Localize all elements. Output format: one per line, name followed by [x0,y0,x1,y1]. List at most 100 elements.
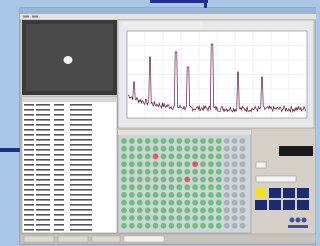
well[interactable] [216,184,222,190]
well[interactable] [121,154,127,160]
well[interactable] [169,177,175,183]
well[interactable] [200,146,206,152]
well[interactable] [240,207,246,213]
well[interactable] [224,154,230,160]
input-field[interactable] [256,162,266,168]
well[interactable] [192,207,198,213]
well[interactable] [169,138,175,144]
well[interactable] [224,161,230,167]
well[interactable] [145,154,151,160]
well[interactable] [137,184,143,190]
well[interactable] [129,184,135,190]
well[interactable] [240,184,246,190]
well[interactable] [232,215,238,221]
well[interactable] [153,177,159,183]
well[interactable] [153,154,159,160]
well[interactable] [176,207,182,213]
well[interactable] [161,169,167,175]
well[interactable] [184,161,190,167]
well[interactable] [137,161,143,167]
well[interactable] [145,192,151,198]
well[interactable] [184,146,190,152]
well[interactable] [121,161,127,167]
well[interactable] [216,177,222,183]
well[interactable] [240,223,246,229]
well[interactable] [153,215,159,221]
well[interactable] [208,215,214,221]
action-button[interactable] [255,188,265,198]
taskbar-button[interactable] [92,236,120,242]
well[interactable] [224,169,230,175]
well[interactable] [208,200,214,206]
well[interactable] [216,192,222,198]
well[interactable] [208,154,214,160]
well[interactable] [216,215,222,221]
well[interactable] [153,138,159,144]
well[interactable] [184,154,190,160]
well[interactable] [137,154,143,160]
well[interactable] [121,169,127,175]
well[interactable] [200,184,206,190]
well[interactable] [161,223,167,229]
well[interactable] [200,177,206,183]
well[interactable] [153,161,159,167]
well[interactable] [121,200,127,206]
well[interactable] [121,138,127,144]
well[interactable] [208,223,214,229]
input-field[interactable] [256,176,296,182]
well[interactable] [208,207,214,213]
well[interactable] [176,200,182,206]
well[interactable] [200,169,206,175]
well[interactable] [216,146,222,152]
taskbar-button[interactable] [124,236,164,242]
well[interactable] [129,154,135,160]
well[interactable] [145,138,151,144]
well[interactable] [153,169,159,175]
well[interactable] [216,207,222,213]
well[interactable] [224,192,230,198]
well[interactable] [208,177,214,183]
well[interactable] [192,184,198,190]
well[interactable] [232,161,238,167]
well[interactable] [153,207,159,213]
well[interactable] [145,177,151,183]
well[interactable] [137,192,143,198]
well[interactable] [161,207,167,213]
well[interactable] [240,154,246,160]
well[interactable] [232,177,238,183]
well[interactable] [169,215,175,221]
well[interactable] [184,169,190,175]
well[interactable] [192,200,198,206]
well[interactable] [224,146,230,152]
well[interactable] [121,192,127,198]
well[interactable] [137,138,143,144]
well[interactable] [200,200,206,206]
well[interactable] [161,138,167,144]
well[interactable] [176,154,182,160]
well[interactable] [232,207,238,213]
well[interactable] [153,146,159,152]
well[interactable] [145,184,151,190]
well[interactable] [208,161,214,167]
well[interactable] [176,169,182,175]
well[interactable] [192,169,198,175]
well[interactable] [224,207,230,213]
well[interactable] [145,161,151,167]
well[interactable] [145,223,151,229]
well[interactable] [184,184,190,190]
well[interactable] [184,200,190,206]
control-button[interactable] [283,200,295,210]
well[interactable] [200,138,206,144]
well[interactable] [161,192,167,198]
well[interactable] [137,207,143,213]
well[interactable] [176,223,182,229]
well[interactable] [224,215,230,221]
well[interactable] [184,177,190,183]
well[interactable] [121,184,127,190]
well[interactable] [176,146,182,152]
well[interactable] [145,169,151,175]
well[interactable] [184,215,190,221]
well[interactable] [169,200,175,206]
well[interactable] [224,200,230,206]
well[interactable] [200,192,206,198]
